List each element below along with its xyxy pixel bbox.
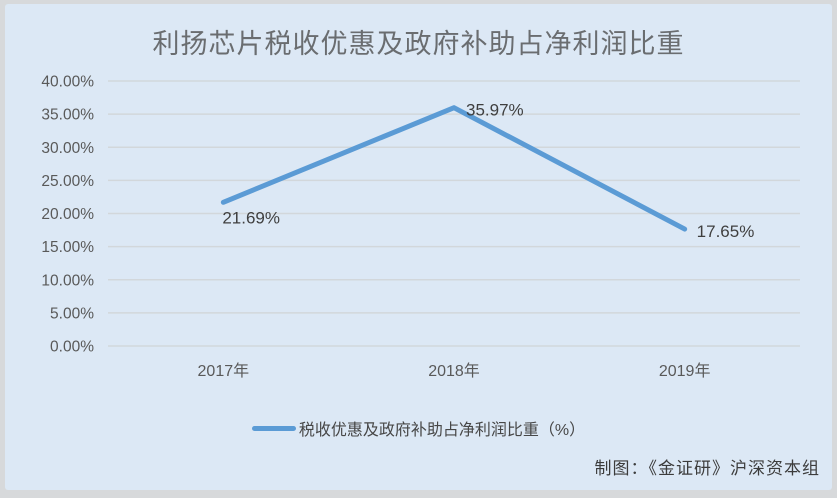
attribution-text: 制图：《金证研》沪深资本组 [594,459,820,478]
data-point-label: 21.69% [222,208,280,227]
legend-series-label: 税收优惠及政府补助占净利润比重（%） [298,422,586,439]
legend-line-marker [251,425,296,431]
y-axis-tick-label: 5.00% [50,305,94,322]
y-axis-tick-label: 35.00% [41,107,94,124]
x-axis-tick-label: 2017年 [198,362,250,380]
chart-title: 利扬芯片税收优惠及政府补助占净利润比重 [152,29,685,59]
x-axis-tick-label: 2019年 [659,362,711,380]
y-axis-tick-label: 20.00% [41,206,94,223]
y-axis-tick-label: 30.00% [41,140,94,157]
legend: 税收优惠及政府补助占净利润比重（%） [5,416,832,440]
y-axis-tick-label: 10.00% [41,272,94,289]
data-point-label: 35.97% [466,101,524,120]
x-axis-tick-label: 2018年 [428,362,480,380]
data-point-label: 17.65% [697,222,755,241]
y-axis-tick-label: 0.00% [50,339,94,356]
chart-panel: 利扬芯片税收优惠及政府补助占净利润比重 0.00% 5.00% 10.00% 15.0… [5,4,832,490]
y-axis-tick-label: 40.00% [41,74,94,91]
y-axis-tick-label: 25.00% [41,173,94,190]
line-chart-plot: 0.00% 5.00% 10.00% 15.00% 20.00% 25.00% 30.00%… [41,74,800,380]
y-axis-tick-label: 15.00% [41,239,94,256]
data-series-line [220,105,688,232]
